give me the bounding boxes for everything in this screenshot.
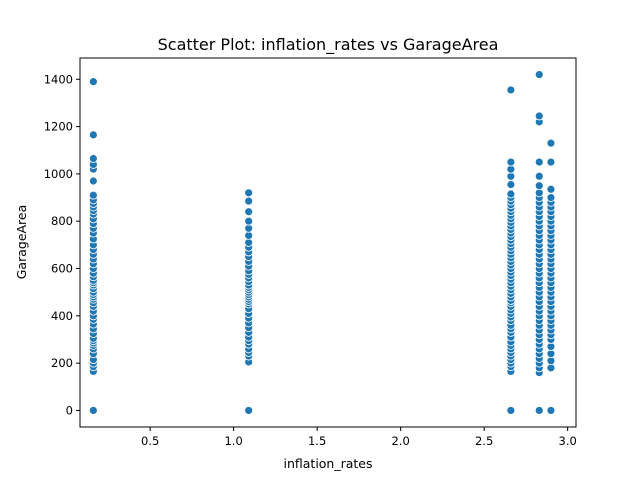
data-point [546,184,556,194]
y-tick-label: 600 [51,262,73,276]
data-point [244,406,254,415]
data-point [534,171,544,181]
scatter-points [88,70,556,415]
y-tick-label: 1200 [44,120,73,134]
x-axis-label: inflation_rates [283,456,372,471]
data-point [244,207,254,217]
x-tick-label: 2.5 [475,434,493,448]
data-point [88,190,98,200]
y-tick-label: 800 [51,214,73,228]
y-tick-label: 200 [51,356,73,370]
data-point [546,157,556,167]
data-point [506,406,516,415]
data-point [546,406,556,415]
data-point [88,77,98,87]
data-point [88,176,98,186]
data-point [534,406,544,415]
data-point [88,406,98,415]
data-point [244,196,254,206]
chart-title: Scatter Plot: inflation_rates vs GarageA… [158,35,499,55]
x-tick-label: 1.0 [224,434,242,448]
data-point [534,70,544,79]
x-axis: 0.5 1.0 1.5 2.0 2.5 3.0 [141,427,577,448]
data-point [88,130,98,140]
x-tick-label: 1.5 [308,434,326,448]
x-tick-label: 3.0 [559,434,577,448]
y-tick-label: 1000 [44,167,73,181]
y-tick-label: 1400 [44,72,73,86]
data-point [506,157,516,167]
y-tick-label: 0 [66,403,73,417]
data-point [534,181,544,191]
data-point [88,154,98,163]
data-point [534,111,544,121]
x-tick-label: 2.0 [391,434,409,448]
data-point [546,193,556,202]
data-point [244,188,254,198]
data-point [506,85,516,95]
data-point [534,157,544,167]
y-axis-label: GarageArea [14,205,29,280]
y-tick-label: 400 [51,309,73,323]
data-point [506,180,516,189]
plot-frame [79,57,577,428]
data-point [244,216,254,226]
data-point [546,138,556,148]
x-tick-label: 0.5 [141,434,159,448]
y-axis: 0 200 400 600 800 1000 1200 1400 [44,72,80,417]
data-point [506,189,516,199]
